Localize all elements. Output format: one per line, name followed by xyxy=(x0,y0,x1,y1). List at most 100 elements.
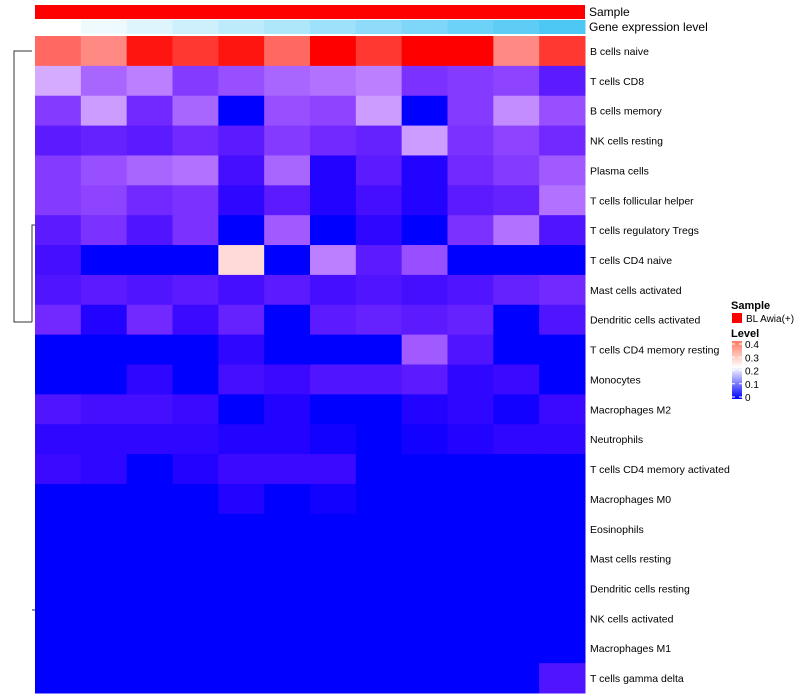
heatmap-cell xyxy=(401,483,448,515)
heatmap-cell xyxy=(355,633,403,664)
heatmap-cell xyxy=(126,364,173,395)
heatmap-cell xyxy=(401,364,448,395)
heatmap-cell xyxy=(264,36,311,67)
heatmap-cell xyxy=(80,573,128,604)
heatmap-cell xyxy=(35,245,82,276)
heatmap-cell xyxy=(310,603,357,634)
gene-expression-annotation-cell xyxy=(539,20,586,34)
heatmap-cell xyxy=(310,125,357,156)
heatmap-cell xyxy=(218,364,265,395)
heatmap-cell xyxy=(355,513,403,545)
gene-expression-annotation-cell xyxy=(80,20,128,34)
heatmap-cell xyxy=(539,663,586,694)
heatmap-cell xyxy=(218,513,265,545)
heatmap-cell xyxy=(493,483,540,515)
heatmap-cell xyxy=(355,454,403,485)
legend-tick-label: 0.1 xyxy=(745,380,759,391)
heatmap-cell xyxy=(493,573,540,604)
heatmap-cell xyxy=(126,245,173,276)
heatmap-cell xyxy=(218,424,265,455)
heatmap-cell xyxy=(126,424,173,455)
heatmap-cell xyxy=(218,95,265,127)
heatmap-cell xyxy=(401,394,448,425)
heatmap-cell xyxy=(80,424,128,455)
row-label: Plasma cells xyxy=(590,165,649,177)
heatmap-cell xyxy=(80,483,128,515)
heatmap-cell xyxy=(539,65,586,97)
heatmap-cell xyxy=(218,125,265,156)
heatmap-cell xyxy=(218,483,265,515)
row-labels: B cells naive T cells CD8 B cells memory NK… xyxy=(590,46,730,685)
heatmap-cell xyxy=(264,215,311,246)
heatmap-cell xyxy=(310,36,357,67)
heatmap-cell xyxy=(264,274,311,306)
heatmap-cell xyxy=(493,394,540,425)
row-label: Mast cells activated xyxy=(590,285,682,297)
legend-tick-label: 0.3 xyxy=(745,353,759,364)
heatmap-cell xyxy=(35,573,82,604)
heatmap-cell xyxy=(447,125,494,156)
heatmap-cell xyxy=(126,65,173,97)
gene-expression-annotation-cell xyxy=(310,20,357,34)
row-label: B cells memory xyxy=(590,106,663,118)
heatmap-cell xyxy=(539,155,586,186)
sample-annotation-bar xyxy=(35,5,585,19)
heatmap-cell xyxy=(539,573,586,604)
annotation-label-gene-expression: Gene expression level xyxy=(589,20,708,34)
heatmap-cell xyxy=(35,603,82,634)
heatmap-cell xyxy=(447,155,494,186)
heatmap-cell xyxy=(310,543,357,575)
heatmap-cell xyxy=(218,215,265,246)
heatmap-cell xyxy=(80,155,128,186)
heatmap-cell xyxy=(35,543,82,575)
heatmap-cell xyxy=(447,483,494,515)
heatmap-cell xyxy=(80,513,128,545)
heatmap-cell xyxy=(35,36,82,67)
heatmap-cell xyxy=(35,633,82,664)
heatmap-cell xyxy=(264,125,311,156)
heatmap-cell xyxy=(264,454,311,485)
heatmap-cell xyxy=(355,36,403,67)
heatmap-cell xyxy=(539,125,586,156)
heatmap-cell xyxy=(401,543,448,575)
heatmap-cell xyxy=(493,274,540,306)
heatmap-cell xyxy=(264,633,311,664)
heatmap-cell xyxy=(447,36,494,67)
heatmap-cell xyxy=(35,155,82,186)
heatmap-cell xyxy=(447,334,494,365)
heatmap-cell xyxy=(401,245,448,276)
heatmap-cell xyxy=(310,364,357,395)
heatmap-cell xyxy=(80,633,128,664)
row-label: Eosinophils xyxy=(590,524,644,536)
heatmap-cell xyxy=(126,125,173,156)
heatmap-cell xyxy=(264,95,311,127)
heatmap-cell xyxy=(355,364,403,395)
heatmap-cell xyxy=(401,304,448,336)
heatmap-cell xyxy=(172,65,219,97)
row-label: Dendritic cells resting xyxy=(590,583,690,595)
heatmap-cell xyxy=(126,334,173,365)
heatmap-cell xyxy=(126,394,173,425)
heatmap-cell xyxy=(80,125,128,156)
heatmap-cell xyxy=(401,513,448,545)
heatmap-cell xyxy=(80,663,128,694)
heatmap-cell xyxy=(80,543,128,575)
heatmap-cell xyxy=(355,334,403,365)
heatmap-cell xyxy=(218,245,265,276)
heatmap-cell xyxy=(355,603,403,634)
heatmap-cell xyxy=(35,185,82,216)
heatmap-cell xyxy=(126,633,173,664)
heatmap-cell xyxy=(172,394,219,425)
heatmap-cell xyxy=(126,274,173,306)
gene-expression-annotation-cell xyxy=(355,20,403,34)
heatmap-cell xyxy=(493,215,540,246)
heatmap-cell xyxy=(447,274,494,306)
heatmap-cell xyxy=(447,215,494,246)
heatmap-cell xyxy=(401,125,448,156)
heatmap-cell xyxy=(355,95,403,127)
row-label: NK cells activated xyxy=(590,613,674,625)
heatmap-cell xyxy=(493,603,540,634)
heatmap-cell xyxy=(80,334,128,365)
heatmap-cell xyxy=(355,394,403,425)
